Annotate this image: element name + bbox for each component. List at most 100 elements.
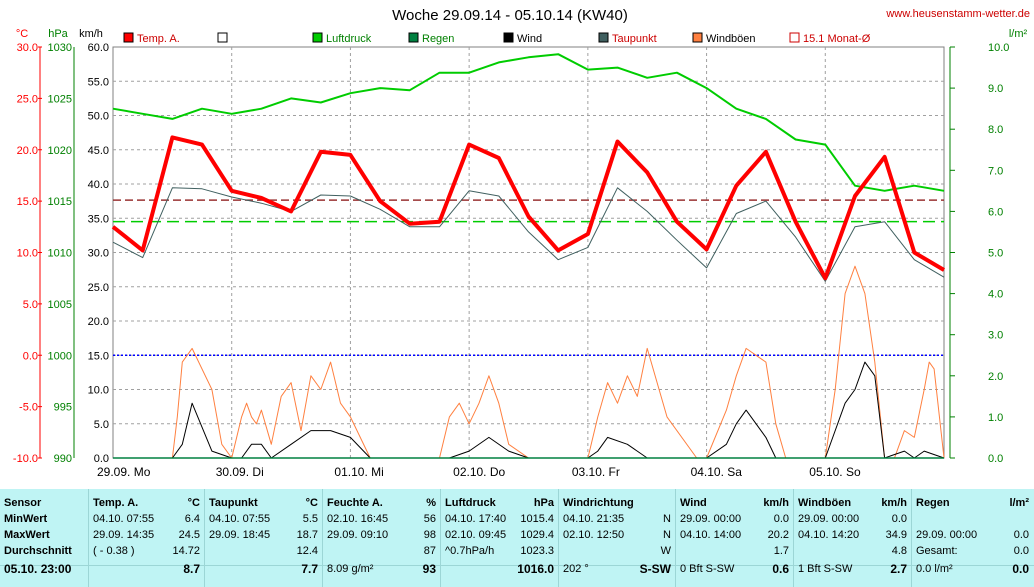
wind-tick: 20.0 [88,316,109,328]
series-temp-a- [111,135,946,281]
rain-tick: 6.0 [988,206,1003,218]
rain-tick: 1.0 [988,412,1003,424]
pressure-tick: 995 [54,402,72,414]
wind-avg-val: 1.7 [773,545,789,557]
legend-swatch [503,32,514,43]
unit-rain: l/m² [1009,28,1028,40]
pressure-tick: 1005 [48,299,72,311]
temp-avg-val: 14.72 [172,545,200,557]
press-avg-note: ^0.7hPa/h [445,545,495,557]
rain-tick: 9.0 [988,83,1003,95]
legend-label: 15.1 Monat-Ø [803,33,871,45]
x-label: 03.10. Fr [572,465,620,479]
legend-swatch [598,32,609,43]
col-wind-direction: Windrichtung 04.10. 21:35 N 02.10. 12:50 N… [559,489,676,587]
dew-current: 7.7 [301,562,318,576]
col-pressure: Luftdruck hPa 04.10. 17:40 1015.4 02.10. 0… [441,489,559,587]
gust-max-val: 34.9 [885,529,907,541]
legend-swatch [123,32,134,43]
temp-tick: -10.0 [13,453,38,465]
press-min-val: 1015.4 [520,513,554,525]
rain-tick: 8.0 [988,124,1003,136]
temp-tick: -5.0 [19,402,38,414]
rain-max-val: 0.0 [1013,529,1029,541]
dew-max-val: 18.7 [296,529,318,541]
unit-wind: km/h [79,28,103,40]
legend-swatch [408,32,419,43]
x-label: 04.10. Sa [691,465,743,479]
wind-tick: 60.0 [88,42,109,54]
wind-current-note: 0 Bft S-SW [680,563,735,575]
col-gust: Windböen km/h 29.09. 00:00 0.0 04.10. 14:2… [794,489,912,587]
gust-unit: km/h [881,497,907,509]
rain-tick: 2.0 [988,371,1003,383]
legend-swatch [692,32,703,43]
rain-current-note: 0.0 l/m² [916,563,953,575]
rain-unit: l/m² [1009,497,1029,509]
wind-tick: 0.0 [94,453,109,465]
min-label: MinWert [4,513,48,525]
gust-min-val: 0.0 [891,513,907,525]
gust-header: Windböen [798,497,852,509]
wind-tick: 45.0 [88,145,109,157]
col-humidity: Feuchte A.% 02.10. 16:45 56 29.09. 09:10 9… [323,489,441,587]
temp-tick: 20.0 [17,145,38,157]
wdir-min-time: 04.10. 21:35 [563,513,625,525]
col-rain: Regen l/m² 29.09. 00:00 0.0 Gesamt: 0.0 0.0… [912,489,1033,587]
wind-tick: 5.0 [94,419,109,431]
dew-unit: °C [305,497,318,509]
wind-tick: 25.0 [88,282,109,294]
press-max-time: 02.10. 09:45 [445,529,507,541]
legend-swatch [312,32,323,43]
unit-temp: °C [16,28,28,40]
current-time: 05.10. 23:00 [4,562,72,576]
hum-header: Feuchte A. [327,497,383,509]
dew-header: Taupunkt [209,497,258,509]
rain-tick: 0.0 [988,453,1003,465]
col-temp: Temp. A. °C 04.10. 07:55 6.4 29.09. 14:35 2… [89,489,205,587]
pressure-tick: 1015 [48,196,72,208]
rain-tick: 7.0 [988,165,1003,177]
legend-label: Taupunkt [612,33,657,45]
press-current: 1016.0 [517,562,554,576]
pressure-tick: 1025 [48,93,72,105]
hum-max-val: 98 [423,529,436,541]
wind-current: 0.6 [772,562,789,576]
temp-avg-note: ( - 0.38 ) [93,545,135,557]
pressure-tick: 1020 [48,145,72,157]
temp-tick: 30.0 [17,42,38,54]
current-row-divider [0,565,1034,566]
legend-label: Regen [422,33,454,45]
wind-max-time: 04.10. 14:00 [680,529,742,541]
legend-swatch [217,32,228,43]
temp-max-val: 24.5 [178,529,200,541]
dew-min-val: 5.5 [302,513,318,525]
rain-tick: 5.0 [988,248,1003,260]
axis-ticks: 30.0 1030 25.0 1025 20.0 1020 15.0 1015 10.0 1010… [13,42,1010,465]
pressure-tick: 1030 [48,42,72,54]
press-unit: hPa [533,497,554,509]
chart-title: Woche 29.09.14 - 05.10.14 (KW40) [392,7,628,24]
rain-tick: 4.0 [988,289,1003,301]
sensor-header: Sensor [4,497,42,509]
wind-max-val: 20.2 [767,529,789,541]
series-layer [111,53,946,459]
temp-header: Temp. A. [93,497,139,509]
temp-tick: 10.0 [17,248,38,260]
wind-tick: 30.0 [88,248,109,260]
gust-max-time: 04.10. 14:20 [798,529,860,541]
hum-min-val: 56 [423,513,436,525]
dew-avg-val: 12.4 [296,545,318,557]
pressure-tick: 1000 [48,350,72,362]
x-label: 05.10. So [809,465,861,479]
press-max-val: 1029.4 [520,529,554,541]
wdir-header: Windrichtung [563,497,634,509]
wind-tick: 35.0 [88,213,109,225]
wind-tick: 50.0 [88,111,109,123]
wdir-current-note: 202 ° [563,563,589,575]
legend-label: Luftdruck [326,33,372,45]
wind-header: Wind [680,497,707,509]
max-label: MaxWert [4,529,50,541]
gust-min-time: 29.09. 00:00 [798,513,860,525]
hum-current: 93 [422,562,436,576]
